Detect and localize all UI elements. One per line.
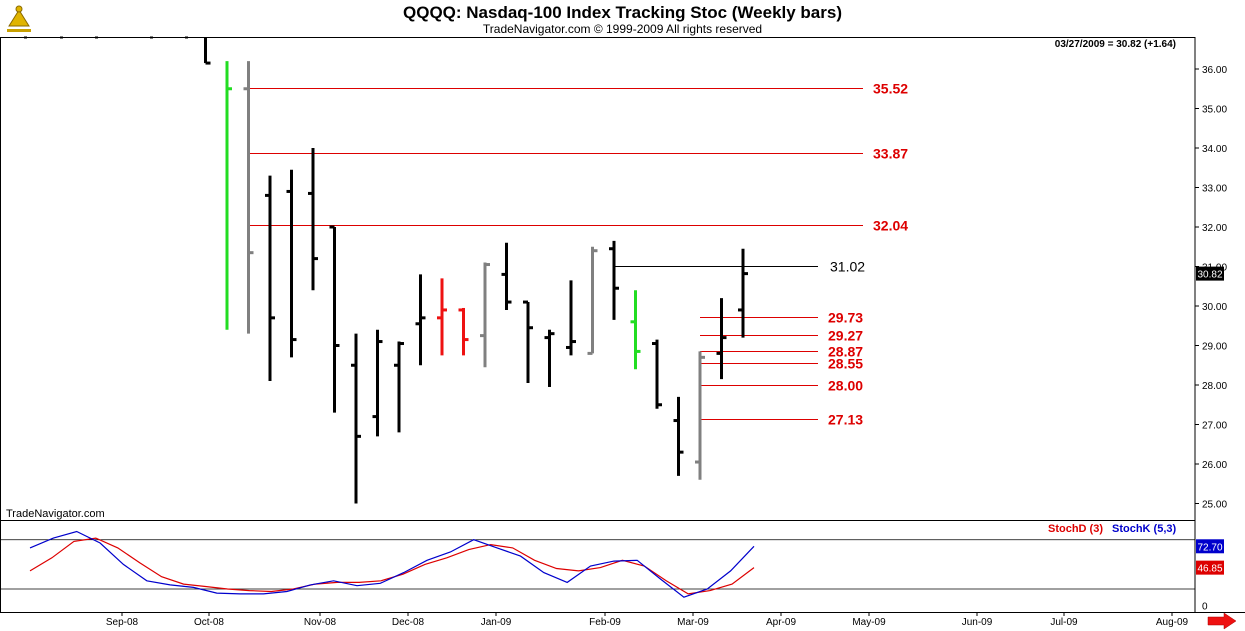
y-tick-label: 34.00 (1202, 144, 1227, 155)
last-price-box (1196, 266, 1224, 281)
x-tick-label: Jul-09 (1050, 617, 1078, 628)
y-tick-label: 26.00 (1202, 460, 1227, 471)
stoch-d-legend: StochD (3) (1048, 523, 1103, 535)
x-tick-label: May-09 (852, 617, 886, 628)
x-tick-label: Apr-09 (766, 617, 796, 628)
y-tick-label: 27.00 (1202, 421, 1227, 432)
x-tick-label: Oct-08 (194, 617, 224, 628)
stoch-last-box (1196, 560, 1224, 575)
y-tick-label: 28.00 (1202, 381, 1227, 392)
stoch-last-box (1196, 539, 1224, 554)
level-label: 29.73 (828, 310, 863, 326)
last-bar-info: 03/27/2009 = 30.82 (+1.64) (1055, 39, 1176, 50)
x-tick-label: Nov-08 (304, 617, 337, 628)
stoch-last-label: 46.85 (1197, 564, 1222, 575)
price-panel (0, 37, 1196, 521)
y-tick-label: 33.00 (1202, 184, 1227, 195)
chart-title: QQQQ: Nasdaq-100 Index Tracking Stoc (We… (403, 3, 842, 22)
level-label: 28.00 (828, 378, 863, 394)
y-tick-label: 35.00 (1202, 105, 1227, 116)
y-tick-label: 36.00 (1202, 65, 1227, 76)
y-tick-label: 25.00 (1202, 500, 1227, 511)
y-tick-label: 32.00 (1202, 223, 1227, 234)
last-price-label: 30.82 (1197, 270, 1222, 281)
x-tick-label: Aug-09 (1156, 617, 1189, 628)
level-label: 35.52 (873, 81, 908, 97)
x-tick-label: Jun-09 (962, 617, 993, 628)
level-label: 29.27 (828, 328, 863, 344)
stoch-last-label: 72.70 (1197, 542, 1222, 553)
stoch-k-line (29, 530, 755, 598)
stochastic-panel (0, 520, 1196, 613)
level-label: 28.87 (828, 344, 863, 360)
level-label: 31.02 (830, 259, 865, 275)
level-label: 27.13 (828, 412, 863, 428)
chart-subtitle: TradeNavigator.com © 1999-2009 All right… (482, 22, 763, 36)
x-tick-label: Feb-09 (589, 617, 621, 628)
stoch-k-legend: StochK (5,3) (1112, 523, 1177, 535)
trade-navigator-logo-icon (4, 4, 34, 34)
y-tick-label: 30.00 (1202, 302, 1227, 313)
x-tick-label: Sep-08 (106, 617, 139, 628)
level-label: 33.87 (873, 146, 908, 162)
scroll-right-arrow-icon[interactable] (1207, 612, 1237, 630)
x-tick-label: Mar-09 (677, 617, 709, 628)
level-label: 28.55 (828, 356, 863, 372)
watermark-label: TradeNavigator.com (6, 508, 105, 520)
stoch-tick-label: 0 (1202, 601, 1208, 612)
x-tick-label: Jan-09 (481, 617, 512, 628)
x-tick-label: Dec-08 (392, 617, 425, 628)
y-tick-label: 29.00 (1202, 342, 1227, 353)
level-label: 32.04 (873, 218, 908, 234)
